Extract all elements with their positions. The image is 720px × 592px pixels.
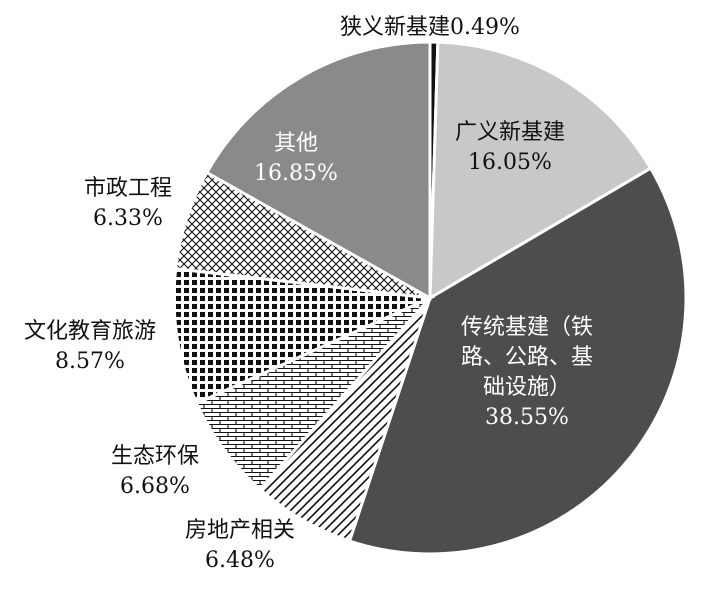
label-municipal: 市政工程 6.33% [84,176,172,231]
slice-traditional-infra [347,166,688,556]
label-traditional-infra-line: 38.55% [485,405,569,430]
slice-eco-env [194,296,432,492]
label-traditional-infra: 传统基建（铁路、公路、基础设施） 38.55% [461,315,593,430]
label-traditional-infra-line: 础设施） [483,375,571,400]
label-broad-new-infra: 广义新基建 16.05% [455,120,565,175]
label-culture-edu-tourism-line: 文化教育旅游 [24,319,156,344]
labels-layer: 狭义新基建0.49% 广义新基建 16.05% 传统基建（铁路、公路、基础设施） 38.… [24,15,593,573]
label-traditional-infra-line: 路、公路、基 [461,345,593,370]
slice-broad-new-infra [428,40,653,301]
label-real-estate: 房地产相关 6.48% [185,518,295,573]
label-narrow-new-infra-line: 狭义新基建0.49% [340,15,520,40]
label-other: 其他 16.85% [254,131,338,186]
label-other-line: 其他 [274,131,318,156]
slice-other [204,40,432,301]
label-municipal-line: 市政工程 [84,176,172,201]
label-eco-env: 生态环保 6.68% [111,444,199,499]
label-other-line: 16.85% [254,161,338,186]
slice-culture-edu-tourism [172,267,436,406]
label-eco-env-line: 6.68% [120,474,190,499]
label-narrow-new-infra: 狭义新基建0.49% [340,15,520,40]
label-eco-env-line: 生态环保 [111,444,199,469]
slices-layer [172,40,688,556]
label-broad-new-infra-line: 广义新基建 [455,120,565,145]
label-real-estate-line: 6.48% [205,548,275,573]
label-culture-edu-tourism-line: 8.57% [55,349,125,374]
label-traditional-infra-line: 传统基建（铁 [461,315,593,340]
label-municipal-line: 6.33% [93,206,163,231]
label-real-estate-line: 房地产相关 [185,518,295,543]
label-broad-new-infra-line: 16.05% [468,150,552,175]
label-culture-edu-tourism: 文化教育旅游 8.57% [24,319,156,374]
